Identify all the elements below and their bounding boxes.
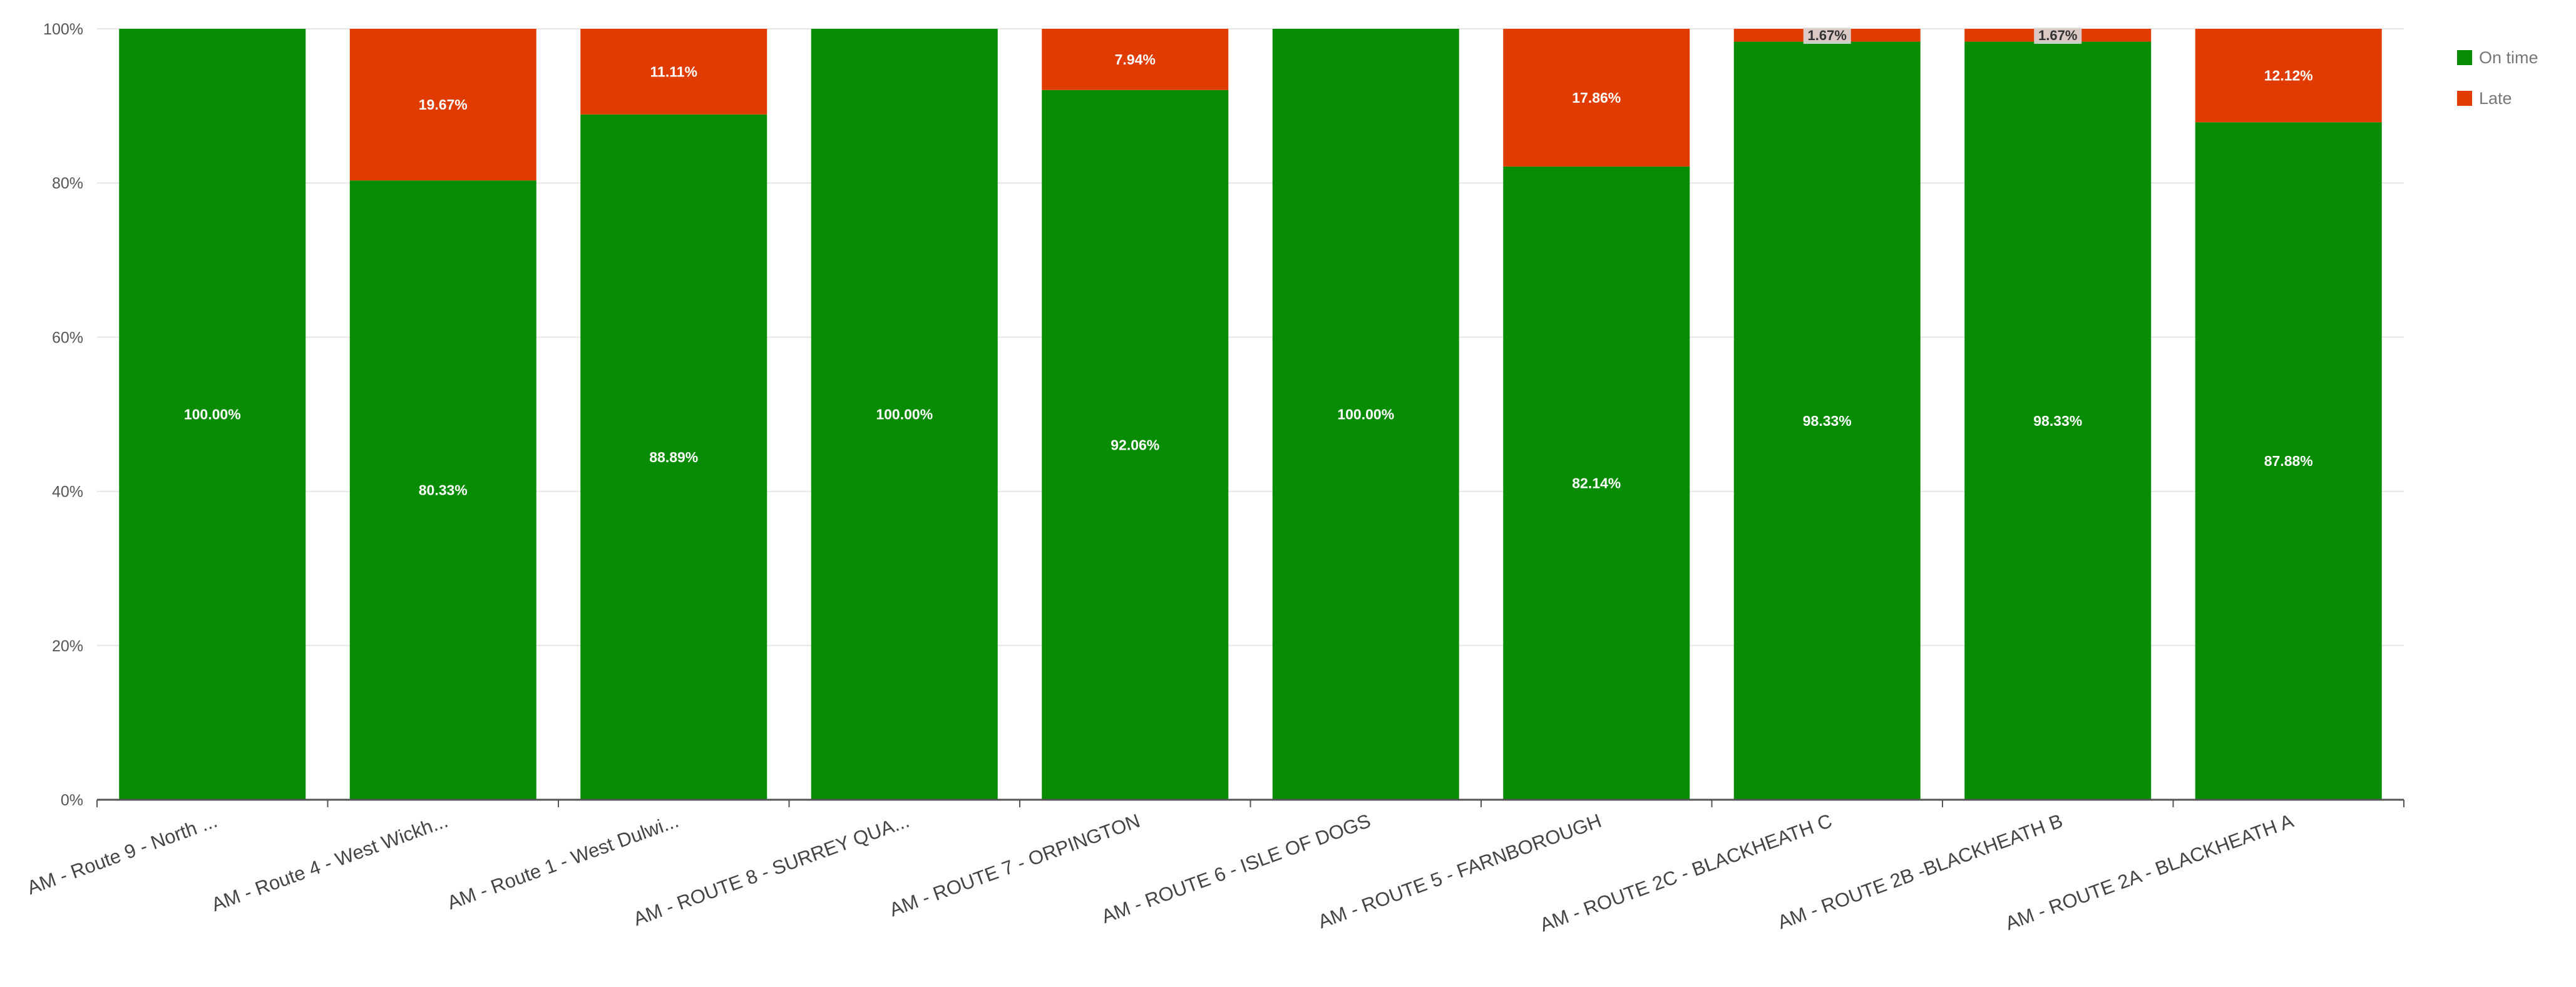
bar-on-time (811, 29, 998, 800)
legend: On time Late (2457, 48, 2538, 108)
bar-on-time (580, 114, 767, 800)
y-tick-label: 60% (52, 329, 83, 346)
y-tick-label: 20% (52, 638, 83, 655)
y-tick-label: 100% (43, 21, 83, 38)
data-label: 11.11% (650, 63, 697, 80)
data-label: 1.67% (1808, 28, 1847, 43)
x-tick-label: AM - ROUTE 7 - ORPINGTON (886, 810, 1143, 921)
x-tick-label: AM - Route 9 - North ... (24, 810, 220, 899)
data-label: 87.88% (2264, 453, 2313, 469)
bar-on-time (2195, 122, 2382, 800)
bar-late (2195, 29, 2382, 123)
bar-late (1042, 29, 1229, 90)
data-label: 1.67% (2038, 28, 2077, 43)
bar-late (349, 29, 536, 181)
bar-on-time (1964, 41, 2152, 800)
bar-on-time (1503, 166, 1690, 800)
data-label: 100.00% (184, 406, 241, 423)
legend-swatch-late (2457, 91, 2472, 106)
bar-late (1503, 29, 1690, 167)
bar-on-time (1733, 41, 1921, 800)
bar-on-time (1042, 90, 1229, 800)
data-label: 19.67% (419, 96, 468, 113)
x-tick-label: AM - Route 4 - West Wickh... (208, 810, 451, 916)
data-label: 88.89% (649, 449, 698, 465)
bar-on-time (1272, 29, 1459, 800)
bar-on-time (349, 180, 536, 800)
y-tick-label: 80% (52, 175, 83, 192)
legend-swatch-on-time (2457, 50, 2472, 65)
data-label: 100.00% (1337, 406, 1394, 423)
bar-late (580, 29, 767, 115)
data-label: 7.94% (1115, 51, 1156, 68)
bars: 100.00% 80.33% 19.67% 88.89% 11.11% 100.00% 92… (119, 28, 2382, 800)
y-tick-label: 40% (52, 483, 83, 501)
data-label: 17.86% (1572, 90, 1621, 106)
data-label: 98.33% (2033, 413, 2082, 429)
data-label: 92.06% (1111, 437, 1159, 453)
data-label: 98.33% (1803, 413, 1852, 429)
data-label: 80.33% (419, 482, 468, 499)
bar-on-time (119, 29, 306, 800)
y-tick-label: 0% (61, 792, 83, 809)
data-label-bg (2034, 28, 2082, 44)
data-label: 12.12% (2264, 68, 2313, 84)
data-label: 82.14% (1572, 475, 1621, 491)
legend-label-on-time: On time (2479, 48, 2538, 67)
data-label: 100.00% (876, 406, 933, 423)
legend-label-late: Late (2479, 89, 2512, 108)
x-tick-label: AM - Route 1 - West Dulwi... (444, 810, 682, 914)
data-label-bg (1803, 28, 1851, 44)
